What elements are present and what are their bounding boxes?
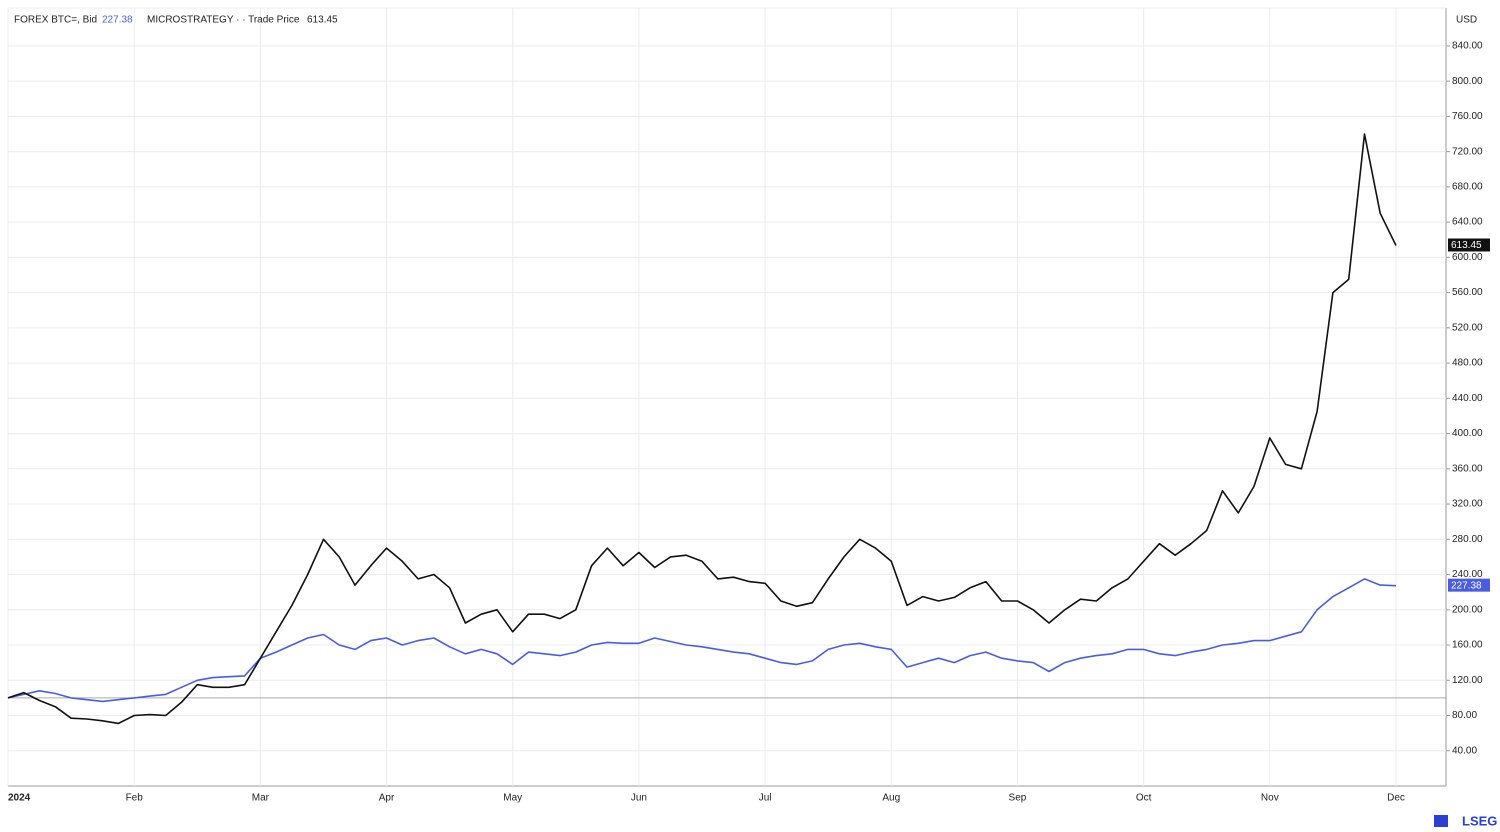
- y-tick-label: 400.00: [1452, 428, 1483, 439]
- y-tick-label: 840.00: [1452, 41, 1483, 52]
- legend-value: 613.45: [307, 15, 338, 26]
- x-tick-label: Jul: [759, 793, 772, 804]
- x-tick-label: Jun: [631, 793, 647, 804]
- y-tick-label: 600.00: [1452, 252, 1483, 263]
- y-tick-label: 40.00: [1452, 745, 1477, 756]
- legend-name: MICROSTRATEGY · · Trade Price: [147, 15, 300, 26]
- price-tag-label: 613.45: [1451, 240, 1482, 251]
- price-tag-label: 227.38: [1451, 580, 1482, 591]
- series-line: [7, 133, 1397, 725]
- y-tick-label: 720.00: [1452, 146, 1483, 157]
- x-tick-label: Nov: [1261, 793, 1279, 804]
- y-tick-label: 160.00: [1452, 640, 1483, 651]
- y-tick-label: 800.00: [1452, 76, 1483, 87]
- y-tick-label: 280.00: [1452, 534, 1483, 545]
- legend: FOREX BTC=, Bid 227.38 MICROSTRATEGY · ·…: [14, 15, 338, 26]
- x-tick-label: Feb: [126, 793, 144, 804]
- price-tag: [1448, 238, 1490, 252]
- y-tick-label: 240.00: [1452, 569, 1483, 580]
- y-tick-label: 560.00: [1452, 287, 1483, 298]
- y-tick-label: 760.00: [1452, 111, 1483, 122]
- logo: LSEG: [1462, 813, 1497, 828]
- y-tick-label: 480.00: [1452, 358, 1483, 369]
- y-tick-label: 640.00: [1452, 217, 1483, 228]
- series-line: [7, 578, 1397, 703]
- price-tag: [1448, 578, 1490, 592]
- x-tick-label: 2024: [8, 793, 31, 804]
- x-tick-label: May: [503, 793, 522, 804]
- x-tick-label: Aug: [882, 793, 900, 804]
- legend-value: 227.38: [102, 15, 133, 26]
- x-tick-label: Apr: [379, 793, 395, 804]
- x-tick-label: Sep: [1009, 793, 1027, 804]
- x-tick-label: Oct: [1136, 793, 1152, 804]
- y-tick-label: 320.00: [1452, 499, 1483, 510]
- legend-name: FOREX BTC=, Bid: [14, 15, 97, 26]
- y-tick-label: 680.00: [1452, 182, 1483, 193]
- x-tick-label: Mar: [252, 793, 270, 804]
- logo-icon: [1434, 815, 1448, 827]
- y-tick-label: 80.00: [1452, 710, 1477, 721]
- y-tick-label: 360.00: [1452, 463, 1483, 474]
- y-tick-label: 520.00: [1452, 322, 1483, 333]
- currency: USD: [1456, 15, 1477, 26]
- y-tick-label: 200.00: [1452, 604, 1483, 615]
- y-tick-label: 440.00: [1452, 393, 1483, 404]
- y-tick-label: 120.00: [1452, 675, 1483, 686]
- x-tick-label: Dec: [1387, 793, 1405, 804]
